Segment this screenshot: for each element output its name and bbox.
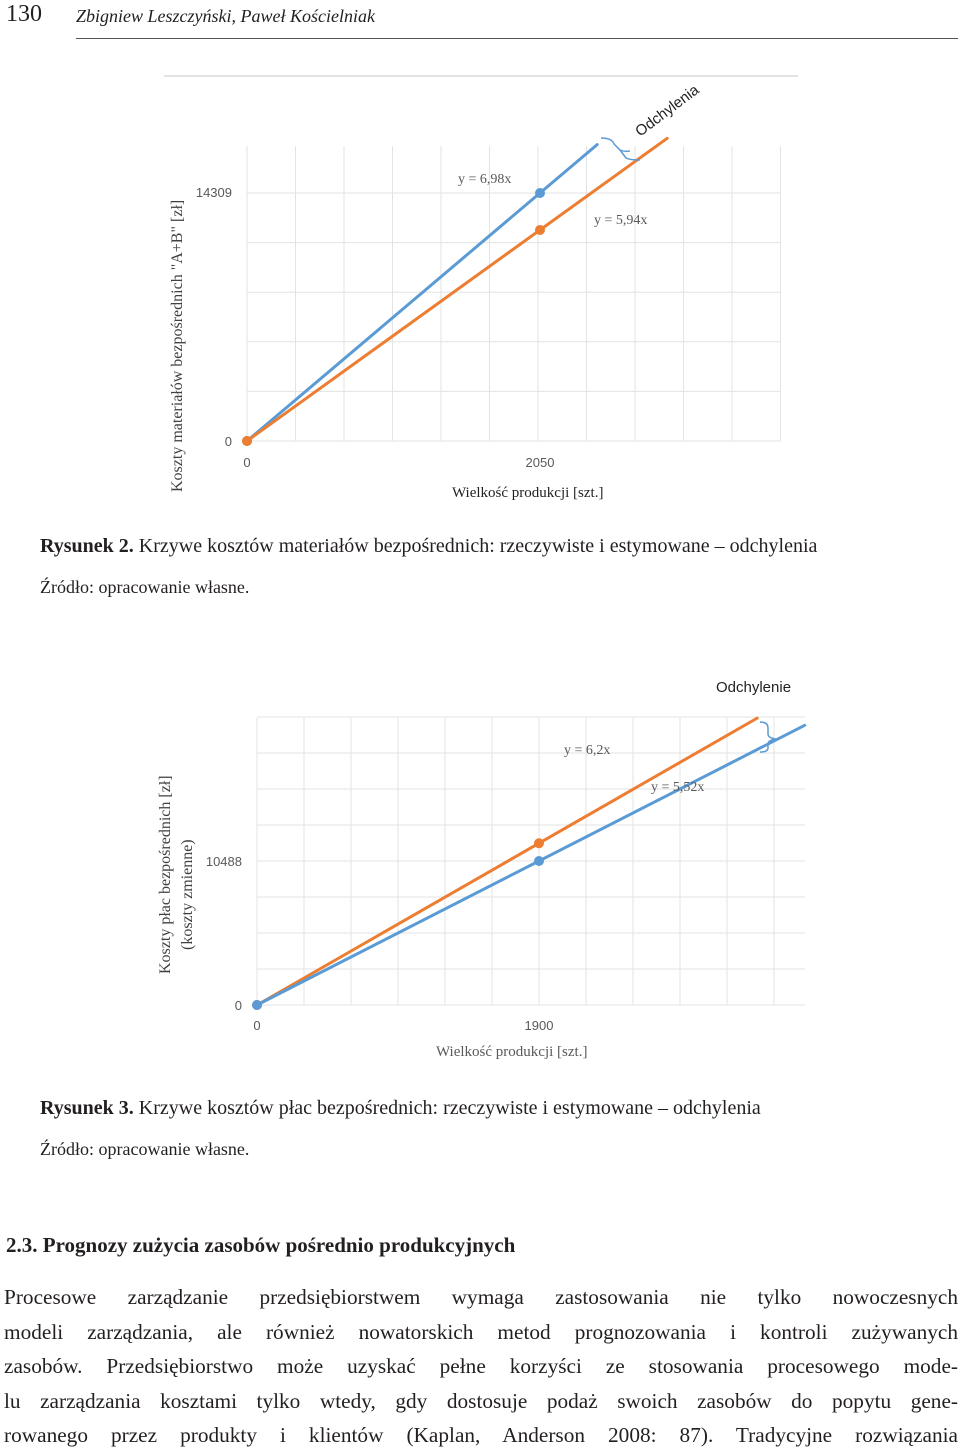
series-line: [255, 716, 759, 1007]
series-label: y = 5,52x: [651, 780, 704, 795]
running-head-authors: Zbigniew Leszczyński, Paweł Kościelniak: [76, 6, 375, 26]
figure-3-chart: 0 10488 0 1900 Wielkość produkcji [szt.]…: [157, 679, 807, 1060]
deviation-brace: [759, 721, 777, 753]
series-points: [242, 188, 545, 446]
y-axis-label-secondary: (koszty zmienne): [179, 839, 196, 950]
data-point: [535, 188, 545, 198]
y-tick-label: 10488: [206, 854, 242, 869]
page-number: 130: [6, 1, 42, 27]
caption-label: Rysunek 2.: [40, 535, 134, 557]
data-point: [534, 838, 544, 849]
x-tick-label: 0: [253, 1018, 260, 1033]
x-axis-label: Wielkość produkcji [szt.]: [452, 485, 603, 501]
figure-2-caption: Rysunek 2. Krzywe kosztów materiałów bez…: [40, 535, 817, 558]
paragraph-line: Procesowe zarządzanie przedsiębiorstwem …: [4, 1285, 958, 1309]
data-point: [242, 436, 252, 446]
deviation-annotation: Odchylenie: [716, 679, 791, 696]
x-tick-label: 1900: [525, 1018, 554, 1033]
header-rule: [76, 38, 958, 39]
data-point: [252, 1000, 262, 1010]
y-axis-label: Koszty materiałów bezpośrednich "A+B" [z…: [169, 200, 186, 492]
caption-label: Rysunek 3.: [40, 1097, 134, 1119]
page-header: 130 Zbigniew Leszczyński, Paweł Kościeln…: [0, 0, 960, 40]
deviation-annotation: Odchylenia: [632, 81, 703, 140]
series-label: y = 5,94x: [594, 213, 647, 228]
y-tick-label: 0: [235, 998, 242, 1013]
series-lines: [255, 716, 807, 1007]
paragraph-line: modeli zarządzania, ale również nowators…: [4, 1319, 958, 1344]
figure-3-source: Źródło: opracowanie własne.: [40, 1139, 250, 1159]
y-tick-label: 14309: [196, 185, 232, 200]
figure-2-source: Źródło: opracowanie własne.: [40, 577, 250, 597]
caption-text: Krzywe kosztów płac bezpośrednich: rzecz…: [133, 1097, 761, 1119]
figure-2-chart: 0 14309 0 2050 Wielkość produkcji [szt.]…: [164, 75, 798, 501]
data-point: [534, 856, 544, 866]
y-axis-label: Koszty płac bezpośrednich [zł]: [157, 775, 174, 974]
deviation-brace: [600, 137, 641, 161]
x-tick-label: 0: [243, 455, 250, 470]
series-line: [245, 143, 599, 443]
series-label: y = 6,2x: [564, 743, 610, 758]
series-label: y = 6,98x: [458, 172, 511, 187]
series-points: [252, 838, 544, 1010]
section-heading: 2.3. Prognozy zużycia zasobów pośrednio …: [6, 1233, 516, 1257]
paragraph-line: lu zarządzania kosztami tylko wtedy, gdy…: [4, 1388, 958, 1413]
grid: [256, 716, 805, 1006]
data-point: [535, 224, 545, 235]
paragraph-line: zasobów. Przedsiębiorstwo może uzyskać p…: [4, 1354, 958, 1378]
grid: [246, 146, 781, 442]
x-axis-label: Wielkość produkcji [szt.]: [436, 1044, 587, 1060]
series-line: [245, 136, 669, 443]
y-tick-label: 0: [225, 434, 232, 449]
figure-3-caption: Rysunek 3. Krzywe kosztów płac bezpośred…: [40, 1097, 761, 1120]
x-tick-label: 2050: [526, 455, 555, 470]
caption-text: Krzywe kosztów materiałów bezpośrednich:…: [133, 535, 818, 557]
series-line: [255, 723, 807, 1007]
paragraph-line: rowanego przez produkty i klientów (Kapl…: [4, 1423, 958, 1447]
body-paragraph: Procesowe zarządzanie przedsiębiorstwem …: [4, 1280, 958, 1453]
